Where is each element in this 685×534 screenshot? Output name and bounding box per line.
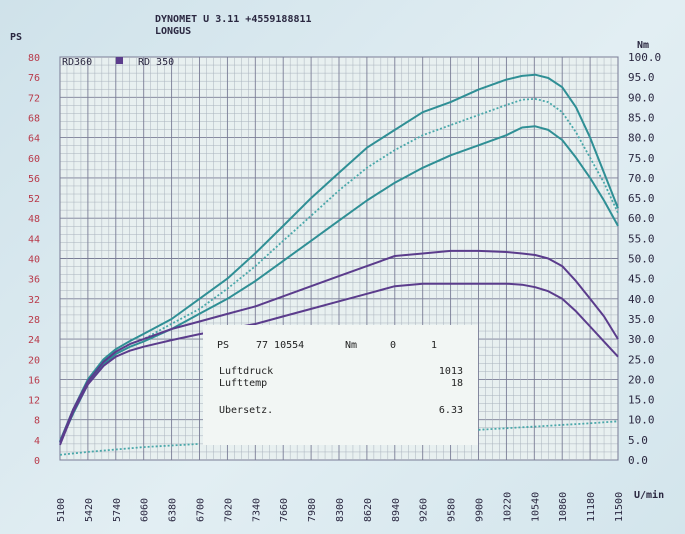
info-extra-value: 1: [431, 340, 437, 351]
x-tick-label: 10860: [558, 492, 569, 522]
info-lufttemp-value: 18: [451, 378, 463, 389]
info-ubersetz-label: Ubersetz.: [219, 405, 273, 416]
left-tick-label: 76: [28, 73, 40, 84]
series-line-5: [59, 282, 619, 446]
header-line1: DYNOMET U 3.11 +4559188811: [155, 14, 312, 25]
left-tick-label: 28: [28, 315, 40, 326]
x-axis-unit: U/min: [634, 489, 664, 501]
x-tick-label: 6700: [196, 498, 207, 522]
x-tick-label: 10540: [530, 492, 541, 522]
right-tick-label: 45.0: [628, 273, 655, 286]
right-axis-ticks: 0.0 5.0 10.0 15.0 20.0 25.0 30.0 35.0 40.0 45.0 50…: [628, 51, 661, 467]
series-line-7: [478, 420, 619, 431]
x-tick-label: 11180: [586, 492, 597, 522]
x-tick-label: 6380: [168, 498, 179, 522]
x-tick-label: 8620: [363, 498, 374, 522]
x-tick-label: 7340: [251, 498, 262, 522]
left-tick-label: 72: [28, 93, 40, 104]
info-lufttemp-label: Lufttemp: [219, 378, 267, 389]
legend-swatch: [116, 57, 123, 64]
legend-item-rd350: RD 350: [138, 57, 174, 68]
right-tick-label: 5.0: [628, 434, 648, 447]
series-line-3: [59, 125, 619, 444]
x-tick-label: 5420: [84, 498, 95, 522]
left-tick-label: 4: [34, 436, 40, 447]
left-axis-unit: PS: [10, 32, 22, 43]
left-tick-label: 36: [28, 275, 40, 286]
x-tick-label: 9260: [419, 498, 430, 522]
right-tick-label: 50.0: [628, 253, 655, 266]
right-tick-label: 80.0: [628, 132, 655, 145]
left-tick-label: 40: [28, 255, 40, 266]
series-line-6: [59, 443, 200, 456]
left-tick-label: 32: [28, 295, 40, 306]
x-tick-label: 5740: [112, 498, 123, 522]
left-tick-label: 60: [28, 154, 40, 165]
right-tick-label: 20.0: [628, 373, 655, 386]
right-tick-label: 40.0: [628, 293, 655, 306]
right-tick-label: 70.0: [628, 172, 655, 185]
right-tick-label: 15.0: [628, 394, 655, 407]
left-tick-label: 8: [34, 416, 40, 427]
right-tick-label: 65.0: [628, 192, 655, 205]
legend: RD360 RD 350: [62, 57, 174, 68]
left-tick-label: 48: [28, 214, 40, 225]
left-tick-label: 44: [28, 234, 40, 245]
curves: [59, 73, 619, 456]
info-nm-label: Nm: [345, 340, 357, 351]
left-tick-label: 20: [28, 355, 40, 366]
right-tick-label: 30.0: [628, 333, 655, 346]
series-line-4: [59, 249, 619, 443]
x-tick-label: 5100: [56, 498, 67, 522]
x-tick-label: 7020: [223, 498, 234, 522]
info-luftdruck-value: 1013: [439, 366, 463, 377]
right-tick-label: 85.0: [628, 111, 655, 124]
info-nm-value: 0: [390, 340, 396, 351]
left-tick-label: 0: [34, 456, 40, 467]
left-tick-label: 64: [28, 134, 40, 145]
left-tick-label: 80: [28, 53, 40, 64]
left-tick-label: 16: [28, 375, 40, 386]
right-tick-label: 35.0: [628, 313, 655, 326]
x-tick-label: 10220: [502, 492, 513, 522]
right-tick-label: 10.0: [628, 414, 655, 427]
right-tick-label: 60.0: [628, 212, 655, 225]
left-tick-label: 68: [28, 113, 40, 124]
series-line-1: [59, 73, 619, 442]
x-tick-label: 7980: [307, 498, 318, 522]
info-ps-label: PS: [217, 340, 229, 351]
info-box-background: [203, 325, 478, 445]
left-tick-label: 12: [28, 396, 40, 407]
info-ps-value: 77 10554: [256, 340, 304, 351]
x-tick-label: 6060: [140, 498, 151, 522]
legend-item-rd360: RD360: [62, 57, 92, 68]
x-tick-label: 8940: [391, 498, 402, 522]
right-tick-label: 100.0: [628, 51, 661, 64]
right-tick-label: 55.0: [628, 232, 655, 245]
info-box: PS 77 10554 Nm 0 1 Luftdruck 1013 Luftte…: [203, 325, 478, 445]
right-axis-unit: Nm: [637, 40, 649, 51]
x-tick-label: 11500: [614, 492, 625, 522]
info-ubersetz-value: 6.33: [439, 405, 463, 416]
right-tick-label: 25.0: [628, 353, 655, 366]
left-tick-label: 56: [28, 174, 40, 185]
right-tick-label: 95.0: [628, 71, 655, 84]
right-tick-label: 0.0: [628, 454, 648, 467]
right-tick-label: 75.0: [628, 152, 655, 165]
right-tick-label: 90.0: [628, 91, 655, 104]
x-tick-label: 9900: [475, 498, 486, 522]
x-tick-label: 7660: [279, 498, 290, 522]
info-luftdruck-label: Luftdruck: [219, 366, 273, 377]
x-axis-ticks: 5100 5420 5740 6060 6380 6700 7020 7340 7660 7980…: [56, 492, 625, 522]
x-tick-label: 8300: [335, 498, 346, 522]
left-tick-label: 52: [28, 194, 40, 205]
x-tick-label: 9580: [447, 498, 458, 522]
header-line2: LONGUS: [155, 26, 191, 37]
left-tick-label: 24: [28, 335, 40, 346]
